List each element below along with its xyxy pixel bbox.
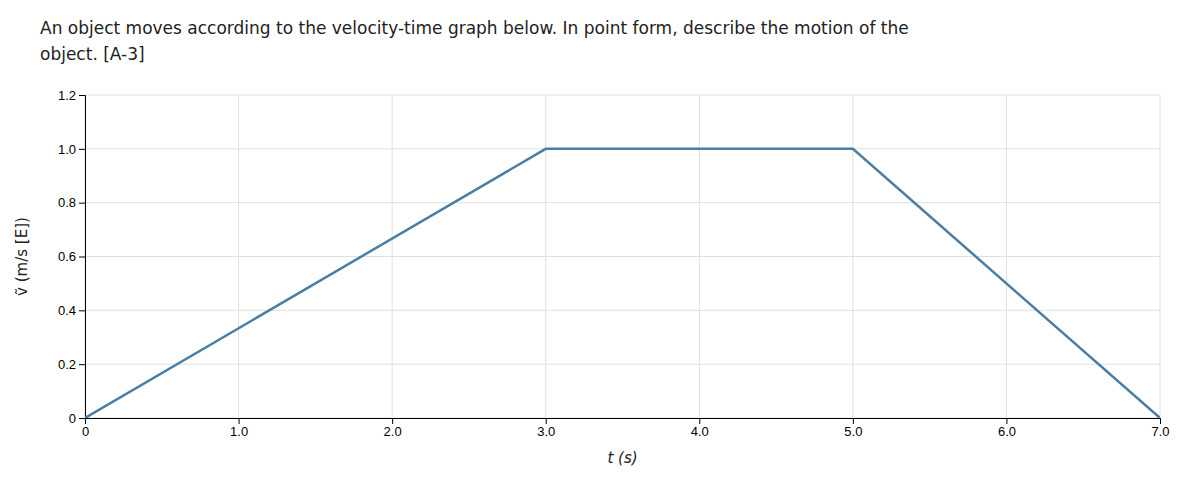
y-tick: 0.4 bbox=[58, 303, 85, 318]
x-tick: 1.0 bbox=[230, 418, 248, 439]
x-tick-label: 5.0 bbox=[844, 424, 862, 439]
y-tick-mark bbox=[79, 310, 85, 311]
y-tick-label: 1.2 bbox=[58, 88, 76, 103]
chart: An object moves according to the velocit… bbox=[0, 0, 1200, 478]
y-tick-label: 0.4 bbox=[58, 303, 76, 318]
title: An object moves according to the velocit… bbox=[40, 18, 909, 38]
x-tick-label: 6.0 bbox=[998, 424, 1016, 439]
y-tick-mark bbox=[79, 364, 85, 365]
y-tick: 0.6 bbox=[58, 249, 85, 264]
grid-line-y bbox=[85, 202, 1160, 203]
subtitle: object. [A-3] bbox=[40, 44, 145, 64]
y-tick-label: 0.2 bbox=[58, 357, 76, 372]
x-axis-line bbox=[86, 419, 1161, 425]
y-tick-mark bbox=[79, 257, 85, 258]
y-tick-mark bbox=[79, 418, 85, 419]
x-tick: 6.0 bbox=[998, 418, 1016, 439]
x-axis: 0 1.0 2.0 3.0 4.0 5.0 6.0 7.0 bbox=[82, 418, 1170, 439]
x-tick-label: 2.0 bbox=[384, 424, 402, 439]
series-group bbox=[85, 149, 1160, 418]
y-tick: 1.0 bbox=[58, 141, 85, 156]
x-tick: 3.0 bbox=[537, 418, 555, 439]
grid-line-y bbox=[85, 310, 1160, 311]
x-tick-label: 1.0 bbox=[230, 424, 248, 439]
y-tick-label: 0 bbox=[69, 411, 76, 426]
x-axis-label: t (s) bbox=[607, 449, 637, 467]
y-tick-label: 0.6 bbox=[58, 249, 76, 264]
grid-line-y bbox=[85, 364, 1160, 365]
x-tick-label: 4.0 bbox=[691, 424, 709, 439]
plot-area: 0 1.0 2.0 3.0 4.0 5.0 6.0 7.0 0 0.2 0.4 0.6 0.8 1.0 1.… bbox=[13, 88, 1170, 467]
y-axis: 0 0.2 0.4 0.6 0.8 1.0 1.2 bbox=[58, 88, 86, 426]
y-tick: 1.2 bbox=[58, 88, 85, 103]
x-tick-mark bbox=[392, 418, 393, 424]
x-tick-mark bbox=[239, 418, 240, 424]
y-tick-mark bbox=[79, 203, 85, 204]
y-tick: 0 bbox=[69, 411, 85, 426]
x-tick: 7.0 bbox=[1151, 418, 1169, 439]
grid-line-y bbox=[85, 256, 1160, 257]
x-tick: 2.0 bbox=[384, 418, 402, 439]
y-tick: 0.2 bbox=[58, 357, 85, 372]
x-tick-mark bbox=[853, 418, 854, 424]
grid-line-y bbox=[85, 95, 1160, 96]
x-tick-label: 3.0 bbox=[537, 424, 555, 439]
x-tick-mark bbox=[699, 418, 700, 424]
y-axis-line bbox=[79, 96, 86, 419]
line bbox=[85, 149, 1160, 418]
x-tick-label: 0 bbox=[82, 424, 89, 439]
x-tick-mark bbox=[546, 418, 547, 424]
x-tick: 5.0 bbox=[844, 418, 862, 439]
x-tick: 4.0 bbox=[691, 418, 709, 439]
x-tick-mark bbox=[1006, 418, 1007, 424]
x-tick-label: 7.0 bbox=[1151, 424, 1169, 439]
x-tick: 0 bbox=[82, 418, 89, 439]
y-tick-mark bbox=[79, 149, 85, 150]
y-axis-label: ṽ (m/s [E]) bbox=[13, 217, 31, 296]
x-tick-mark bbox=[1160, 418, 1161, 424]
y-tick: 0.8 bbox=[58, 195, 85, 210]
grid bbox=[85, 95, 1160, 418]
y-tick-label: 1.0 bbox=[58, 141, 76, 156]
y-tick-label: 0.8 bbox=[58, 195, 76, 210]
y-tick-mark bbox=[79, 95, 85, 96]
